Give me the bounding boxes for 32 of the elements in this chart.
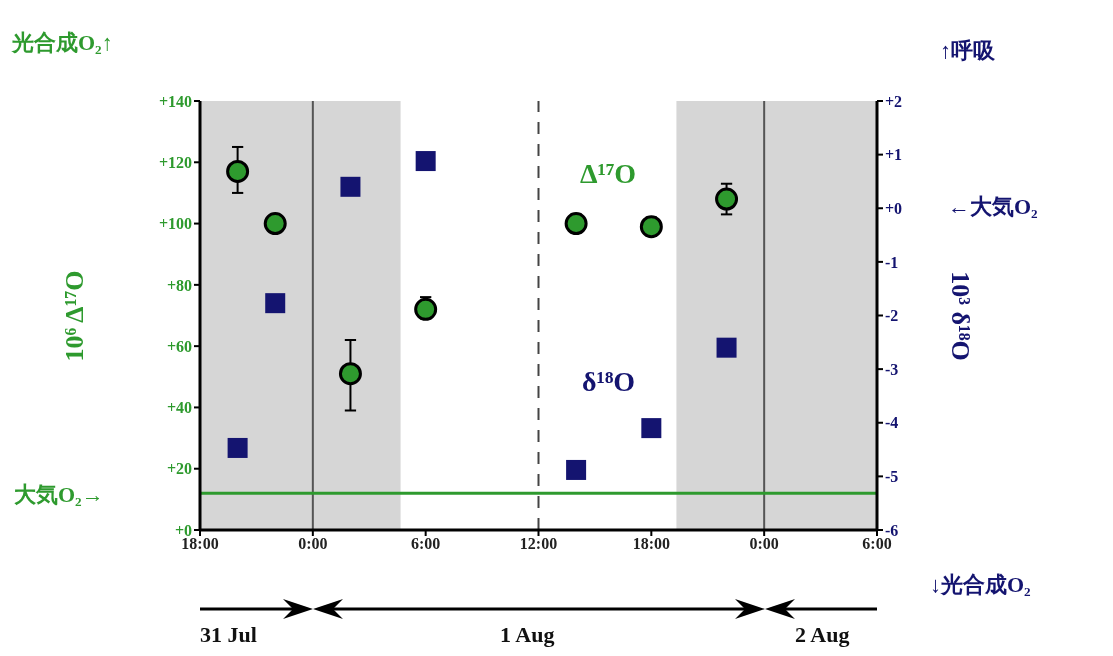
y2-tick-label: -1 <box>885 253 899 271</box>
y-axis-title: 10⁶ Δ¹⁷O <box>60 270 90 362</box>
series-label: δ¹⁸O <box>582 366 636 398</box>
y2-tick-label: +2 <box>885 92 903 110</box>
y-tick-label: +120 <box>158 153 192 171</box>
y-tick-label: +80 <box>166 276 192 294</box>
text: 光合成O₂↑ <box>12 29 113 57</box>
y-tick-label: +140 <box>158 92 192 110</box>
x-tick-label: 0:00 <box>749 535 779 553</box>
y-tick-label: +40 <box>166 399 192 417</box>
text: ↑呼吸 <box>940 37 995 65</box>
series-label: Δ¹⁷O <box>580 158 637 190</box>
text: ↓光合成O₂ <box>930 571 1031 599</box>
y2-tick-label: -2 <box>885 307 899 325</box>
text: 31 Jul <box>200 622 257 648</box>
text: 2 Aug <box>795 622 850 648</box>
x-tick-label: 18:00 <box>632 535 670 553</box>
y2-tick-label: -5 <box>885 468 899 486</box>
y-tick-label: +100 <box>158 215 192 233</box>
y2-tick-label: -4 <box>885 414 899 432</box>
x-tick-label: 12:00 <box>519 535 558 553</box>
x-tick-label: 6:00 <box>411 535 441 553</box>
ref-line-label: 大気O₂→ <box>14 481 104 509</box>
y2-tick-label: +1 <box>885 146 903 164</box>
y2-tick-label: +0 <box>885 199 903 217</box>
x-tick-label: 0:00 <box>298 535 328 553</box>
text: ←大気O₂ <box>948 193 1038 221</box>
text: 1 Aug <box>500 622 555 648</box>
y-tick-label: +20 <box>166 460 192 478</box>
y2-axis-title: 10³ δ¹⁸O <box>945 271 975 361</box>
y2-tick-label: -3 <box>885 360 899 378</box>
y-tick-label: +60 <box>166 337 192 355</box>
